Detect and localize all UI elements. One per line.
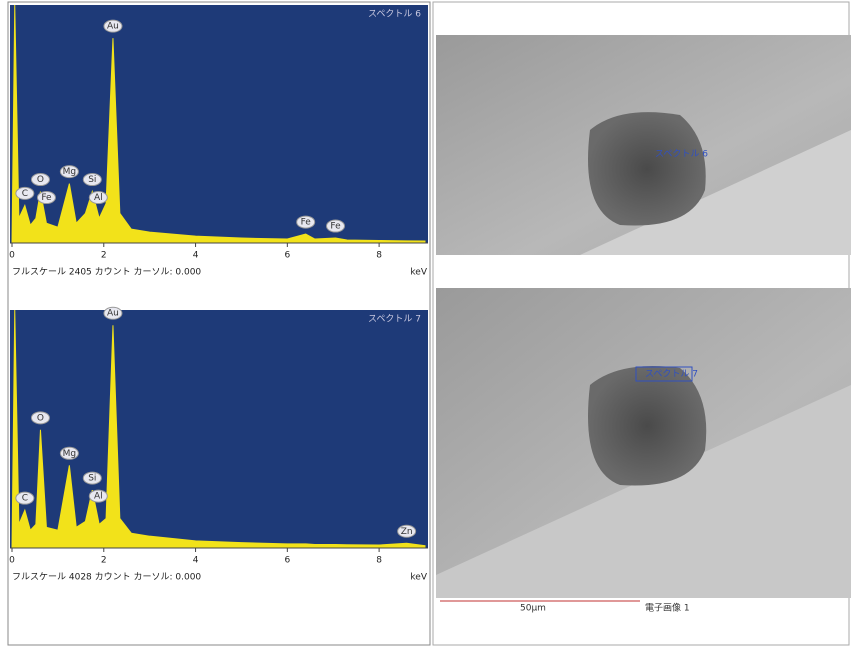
peak-badge <box>15 186 35 200</box>
peak-label: Fe <box>41 193 52 203</box>
plot-background <box>10 5 428 243</box>
x-axis-label: keV <box>410 268 427 278</box>
peak-badge <box>103 306 123 320</box>
peak-label: O <box>37 413 44 423</box>
chart-title: スペクトル 6 <box>368 9 421 20</box>
peak-label: Mg <box>63 167 76 177</box>
x-tick-label: 2 <box>101 251 107 261</box>
peak-label: C <box>22 189 28 199</box>
sem-image <box>436 288 851 598</box>
peak-badge <box>103 19 123 33</box>
peak-badge <box>15 491 35 505</box>
peak-badge <box>397 524 417 538</box>
x-tick-label: 8 <box>376 251 382 261</box>
peak-label: Al <box>94 492 103 502</box>
peak-badge <box>82 471 102 485</box>
x-tick-label: 6 <box>284 556 290 566</box>
spectrum-area <box>11 4 426 244</box>
peak-badge <box>30 411 50 425</box>
peak-label: Mg <box>63 449 76 459</box>
plot-background <box>10 310 428 548</box>
peak-label: Zn <box>401 527 413 537</box>
peak-badge <box>296 215 316 229</box>
x-tick-label: 6 <box>284 251 290 261</box>
peak-label: Al <box>94 193 103 203</box>
peak-badge <box>36 191 56 205</box>
sem-image <box>436 35 851 255</box>
chart-title: スペクトル 7 <box>368 314 421 325</box>
peak-badge <box>59 165 79 179</box>
left-frame <box>7 1 431 646</box>
peak-badge <box>59 446 79 460</box>
x-axis-label: keV <box>410 573 427 583</box>
x-tick-label: 2 <box>101 556 107 566</box>
x-tick-label: 0 <box>9 251 15 261</box>
peak-badge <box>30 173 50 187</box>
scale-bar-label: 50µm <box>520 604 546 614</box>
peak-label: C <box>22 494 28 504</box>
peak-label: Si <box>88 474 96 484</box>
peak-label: Au <box>107 309 119 319</box>
peak-label: Fe <box>330 222 341 232</box>
spectrum-box <box>635 366 693 382</box>
image-label: スペクトル 6 <box>655 149 708 160</box>
peak-label: Fe <box>301 218 312 228</box>
peak-badge <box>82 173 102 187</box>
peak-badge <box>88 489 108 503</box>
image-caption: 電子画像 1 <box>645 602 690 614</box>
peak-label: Au <box>107 22 119 32</box>
peak-label: Si <box>88 175 96 185</box>
peak-badge <box>88 191 108 205</box>
x-tick-label: 4 <box>193 556 199 566</box>
x-tick-label: 0 <box>9 556 15 566</box>
spectrum-area <box>11 309 426 549</box>
x-tick-label: 4 <box>193 251 199 261</box>
image-label: スペクトル 7 <box>645 369 698 380</box>
x-tick-label: 8 <box>376 556 382 566</box>
peak-label: O <box>37 175 44 185</box>
peak-badge <box>326 219 346 233</box>
chart-footer: フルスケール 4028 カウント カーソル: 0.000 <box>12 572 201 583</box>
chart-footer: フルスケール 2405 カウント カーソル: 0.000 <box>12 267 201 278</box>
